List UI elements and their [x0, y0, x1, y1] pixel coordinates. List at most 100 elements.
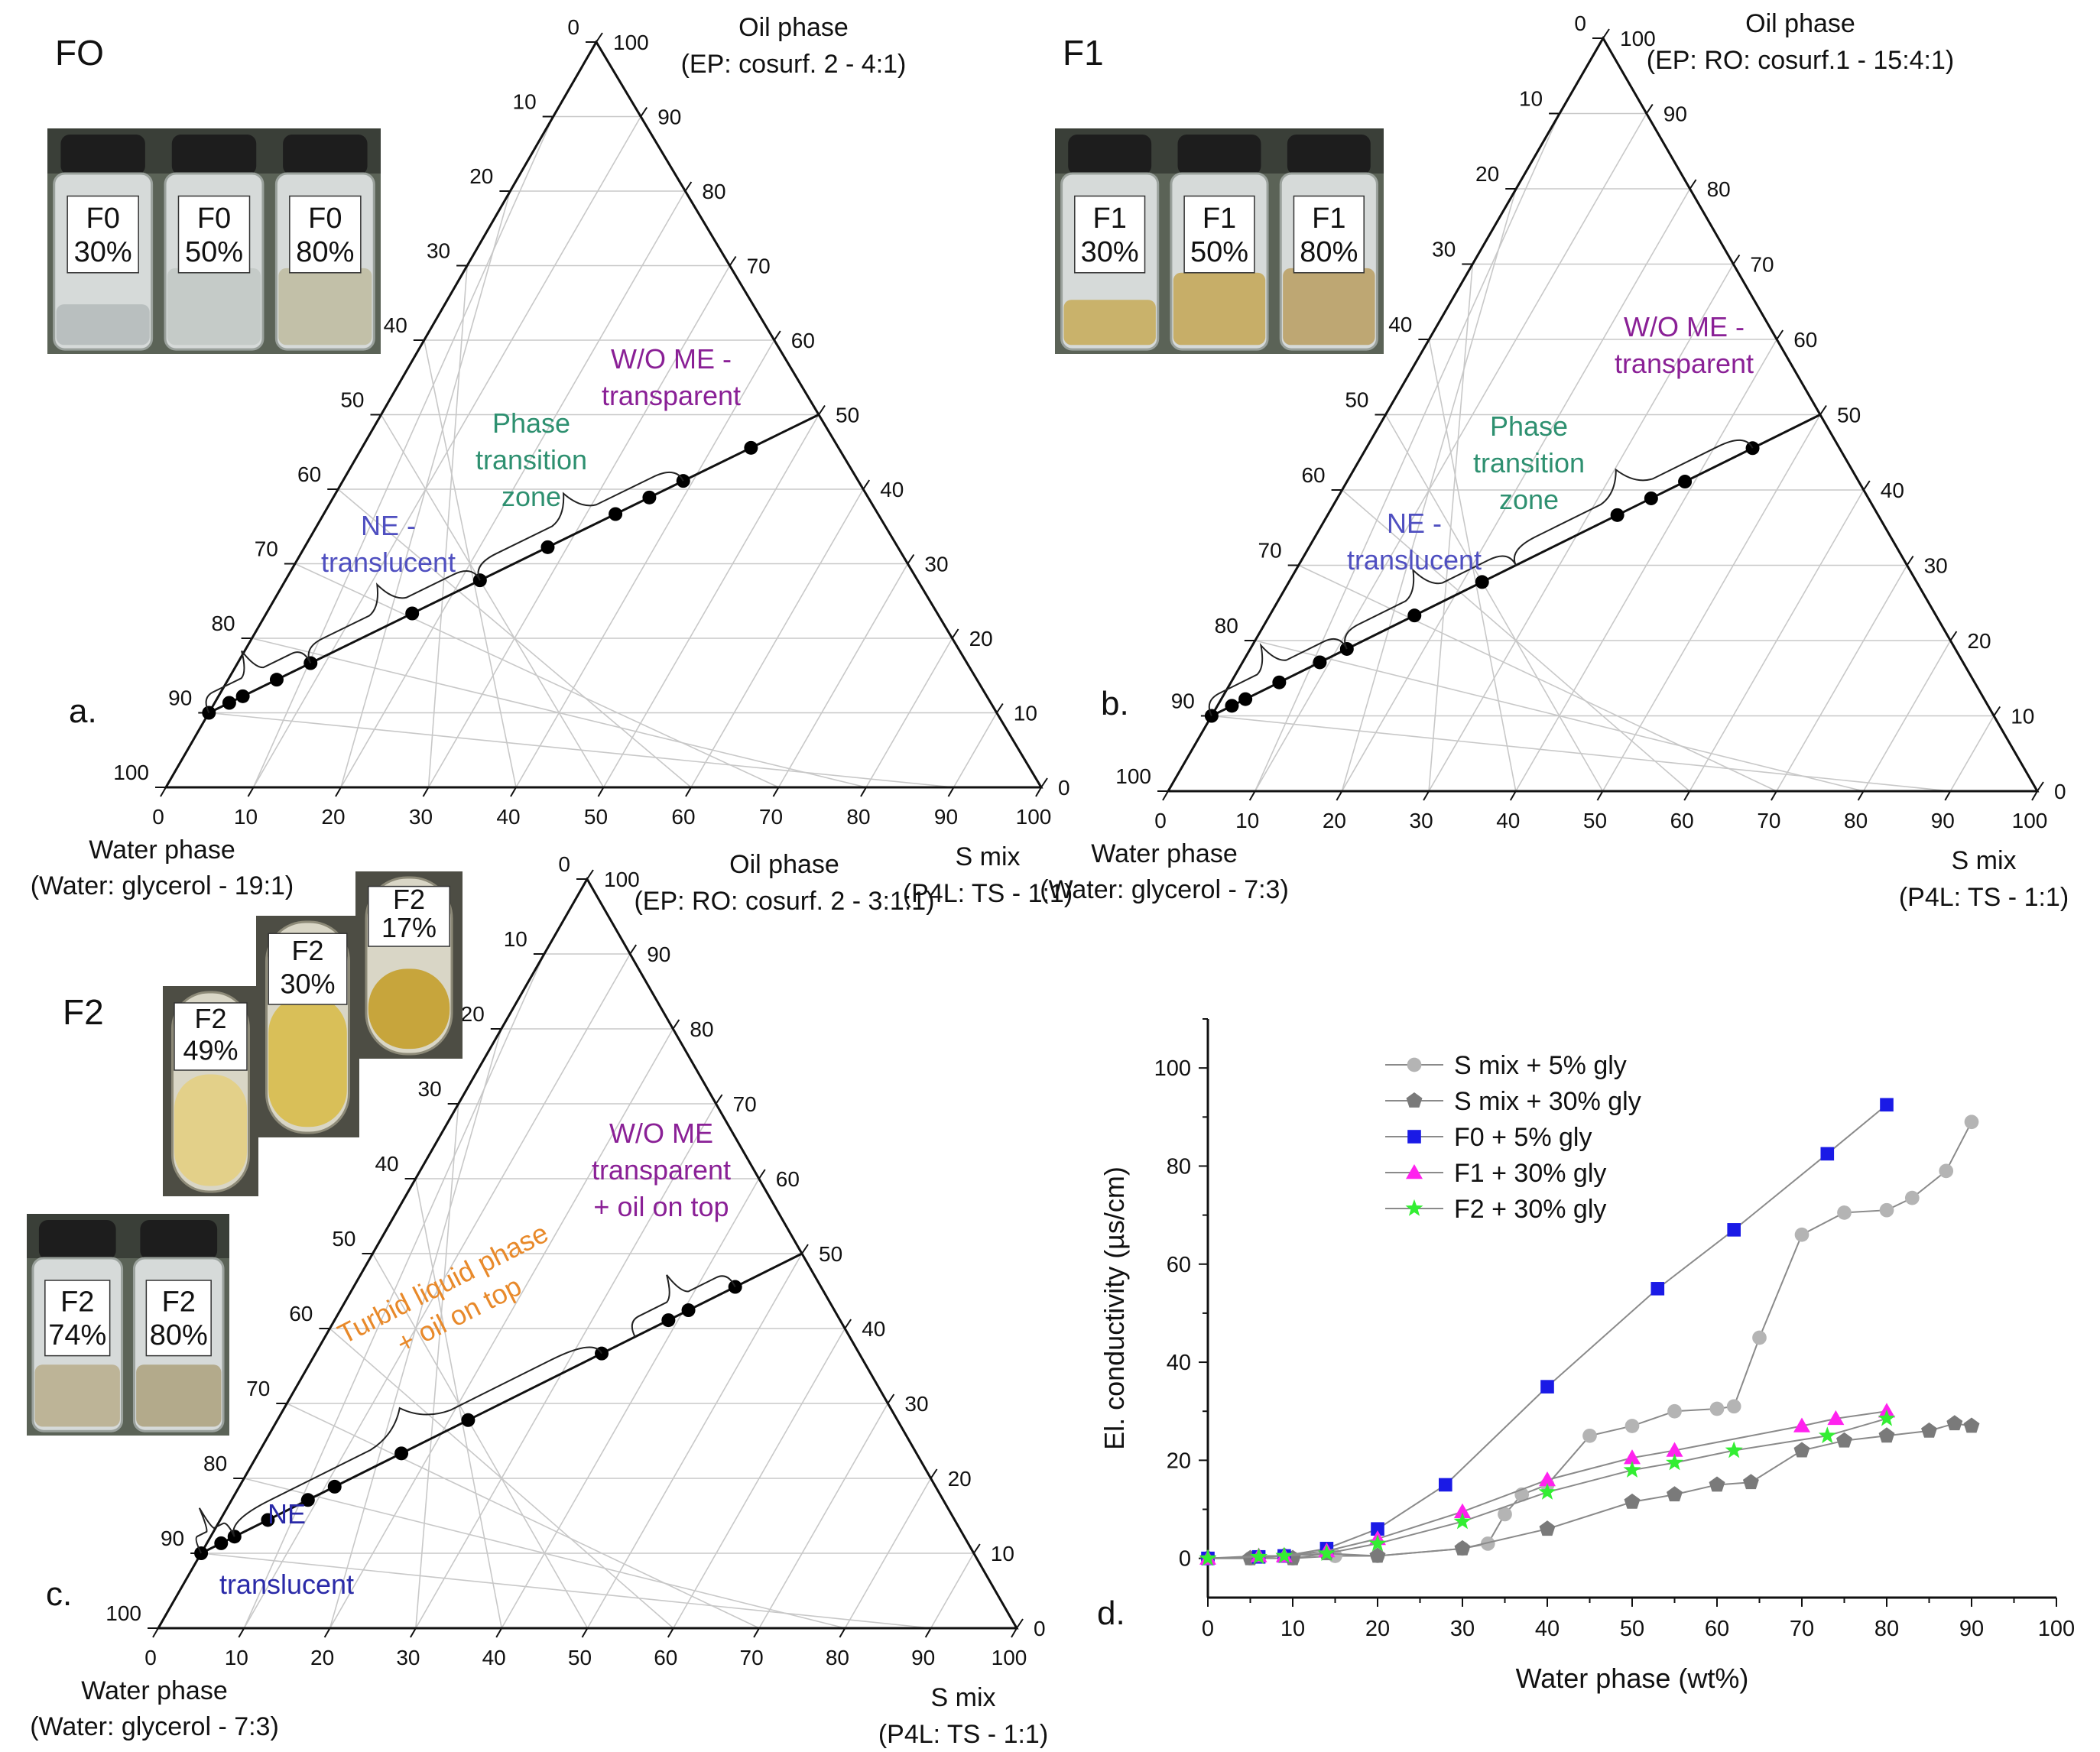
region-label-line: transparent: [602, 380, 741, 411]
data-point: [1836, 1432, 1852, 1448]
composition-point: [1644, 491, 1658, 505]
data-point: [1946, 1415, 1963, 1431]
region-label-line: W/O ME: [609, 1118, 713, 1149]
water-phase-composition: (Water: glycerol - 7:3): [30, 1712, 279, 1741]
grid-line: [286, 1403, 760, 1629]
x-tick-label: 60: [1705, 1617, 1729, 1641]
left-tick-label: 70: [255, 537, 278, 561]
tick-mark: [1906, 555, 1914, 566]
grid-line: [1384, 414, 1604, 792]
data-point: [1752, 1330, 1767, 1345]
x-tick-label: 100: [2038, 1617, 2075, 1641]
region-label: Phase transition zone: [476, 407, 587, 512]
vial-liquid: [167, 268, 261, 346]
bottom-tick-label: 100: [1016, 805, 1052, 829]
left-tick-label: 30: [418, 1077, 442, 1101]
tick-mark: [1944, 790, 1952, 801]
left-tick-label: 70: [1258, 539, 1282, 563]
vial-name: F1: [1092, 203, 1126, 235]
legend-label: F1 + 30% gly: [1454, 1159, 1606, 1188]
right-tick-label: 50: [819, 1242, 842, 1266]
vial-cap: [1177, 135, 1261, 176]
tick-mark: [1162, 790, 1169, 801]
grid-line: [244, 1478, 846, 1629]
tick-mark: [947, 787, 955, 797]
left-tick-label: 10: [1519, 87, 1543, 111]
region-label-line: transparent: [1615, 348, 1754, 379]
tick-mark: [410, 1627, 417, 1638]
tick-mark: [862, 479, 871, 490]
series-line: [1208, 1423, 1972, 1559]
right-tick-label: 20: [969, 627, 993, 651]
bottom-tick-label: 40: [482, 1646, 506, 1669]
grid-line: [777, 563, 909, 788]
composition-point: [261, 1513, 275, 1527]
grid-line: [252, 638, 867, 788]
tick-mark: [629, 944, 638, 955]
bottom-tick-label: 100: [2012, 809, 2048, 832]
right-tick-label: 0: [1034, 1617, 1046, 1640]
right-tick-label: 80: [702, 180, 725, 203]
grid-line: [1254, 640, 1864, 792]
data-point: [1667, 1486, 1683, 1502]
grid-line: [673, 1328, 846, 1629]
data-point: [1407, 1130, 1421, 1144]
composition-point: [1610, 508, 1624, 522]
data-point: [1879, 1202, 1894, 1218]
composition-point: [1272, 675, 1287, 689]
tick-mark: [818, 404, 826, 416]
grid-line: [1428, 264, 1735, 792]
x-tick-label: 30: [1450, 1617, 1475, 1641]
smix-composition: (P4L: TS - 1:1): [1899, 883, 2069, 912]
right-tick-label: 20: [1967, 629, 1991, 653]
composition-point: [681, 1303, 696, 1318]
right-tick-label: 90: [647, 943, 670, 966]
vial-percent: 50%: [185, 236, 243, 268]
tick-mark: [2037, 781, 2044, 792]
tick-mark: [1645, 103, 1654, 115]
tube-percent: 30%: [280, 968, 335, 1000]
tick-mark: [801, 1244, 809, 1254]
smix-composition: (P4L: TS - 1:1): [903, 879, 1073, 908]
tick-mark: [951, 628, 959, 639]
left-tick-label: 40: [1388, 313, 1412, 336]
tick-mark: [1771, 790, 1777, 801]
panel-letter: c.: [46, 1575, 72, 1613]
tick-mark: [1819, 404, 1827, 416]
oil-phase-label: Oil phase: [1745, 9, 1855, 38]
left-tick-label: 100: [105, 1601, 141, 1625]
panel-letter: a.: [69, 693, 97, 730]
data-point: [1453, 1512, 1472, 1530]
region-label-line: transition: [1473, 447, 1585, 479]
grid-line: [329, 1328, 674, 1629]
left-tick-label: 0: [1574, 11, 1586, 35]
tick-mark: [596, 32, 603, 43]
panel-letter: b.: [1101, 685, 1129, 722]
bottom-tick-label: 50: [568, 1646, 592, 1669]
data-point: [1368, 1534, 1387, 1552]
vial-label: [1183, 195, 1255, 274]
panel-a-ternary: 0 0 0 10 10 10 20 20 20 30 30 30 40 40 40 50 50 50 60 60 60 7…: [31, 13, 1073, 908]
vial-percent: 80%: [296, 236, 354, 268]
grid-line: [953, 712, 998, 788]
left-tick-label: 50: [340, 388, 364, 412]
tick-mark: [510, 787, 517, 797]
water-phase-label: Water phase: [89, 835, 235, 865]
right-tick-label: 50: [1837, 404, 1861, 427]
vial-label: [177, 195, 251, 274]
left-tick-label: 30: [1432, 238, 1456, 261]
region-brace: [477, 472, 684, 581]
y-tick-label: 20: [1167, 1449, 1191, 1473]
tick-mark: [1248, 790, 1256, 801]
water-phase-composition: (Water: glycerol - 19:1): [31, 871, 294, 900]
vial-label: [145, 1280, 212, 1357]
left-tick-label: 50: [332, 1227, 355, 1251]
water-phase-label: Water phase: [81, 1676, 228, 1705]
region-label-line: + oil on top: [593, 1191, 729, 1222]
data-point: [1964, 1114, 1979, 1130]
composition-point: [222, 696, 236, 710]
